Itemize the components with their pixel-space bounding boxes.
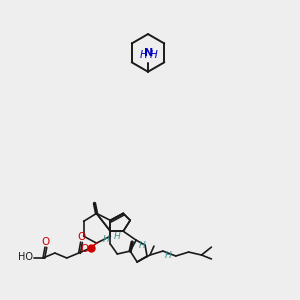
Text: H: H — [139, 241, 145, 250]
Text: H: H — [164, 250, 171, 260]
Text: O: O — [80, 244, 89, 254]
Text: N: N — [144, 48, 154, 58]
Text: H: H — [114, 232, 121, 241]
Text: H: H — [103, 235, 110, 244]
Text: O: O — [77, 232, 86, 242]
Text: H: H — [140, 50, 148, 60]
Text: O: O — [42, 237, 50, 247]
Text: H: H — [150, 50, 158, 60]
Text: HO: HO — [18, 252, 33, 262]
